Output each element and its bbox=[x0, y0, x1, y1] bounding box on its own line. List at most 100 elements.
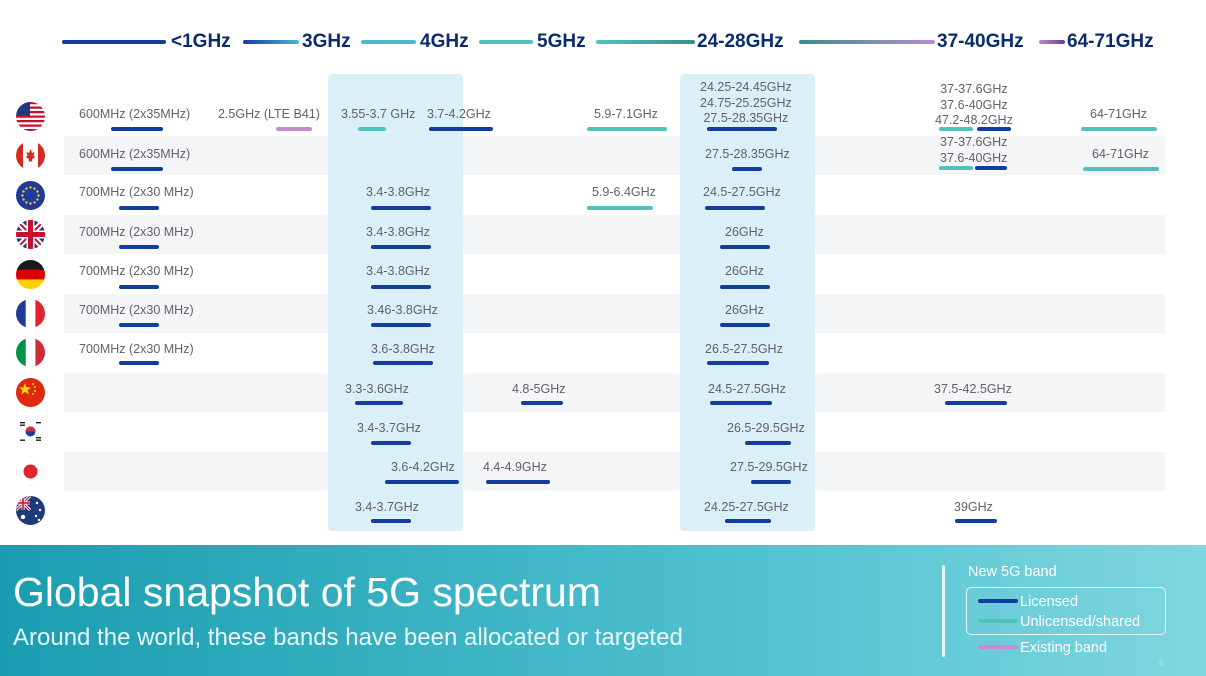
band-bar-licensed bbox=[119, 285, 159, 289]
band-label: 24.5-27.5GHz bbox=[708, 382, 786, 396]
band-bar-licensed bbox=[751, 480, 791, 484]
band-bar-licensed bbox=[371, 206, 431, 210]
band-label: 26.5-29.5GHz bbox=[727, 421, 805, 435]
band-label: 3.4-3.7GHz bbox=[355, 500, 419, 514]
legend-new-band-box bbox=[966, 587, 1166, 635]
band-bar-licensed bbox=[371, 519, 411, 523]
page-number: 6 bbox=[1158, 658, 1164, 668]
legend-unlicensed-label: Unlicensed/shared bbox=[1020, 614, 1141, 630]
band-label: 26GHz bbox=[725, 303, 764, 317]
band-bar-licensed bbox=[945, 401, 1007, 405]
legend-existing-swatch bbox=[978, 645, 1018, 649]
band-bar-licensed bbox=[521, 401, 563, 405]
band-label: 700MHz (2x30 MHz) bbox=[79, 264, 194, 278]
band-bar-licensed bbox=[119, 361, 159, 365]
band-label: 3.4-3.8GHz bbox=[366, 185, 430, 199]
band-bar-unlicensed bbox=[1083, 167, 1159, 171]
band-bar-licensed bbox=[373, 361, 433, 365]
band-label: 3.6-4.2GHz bbox=[391, 460, 455, 474]
page-subtitle: Around the world, these bands have been … bbox=[13, 624, 683, 651]
germany-flag bbox=[16, 259, 45, 289]
band-label: 3.4-3.8GHz bbox=[366, 264, 430, 278]
band-label: 700MHz (2x30 MHz) bbox=[79, 185, 194, 199]
band-label: 3.7-4.2GHz bbox=[427, 107, 491, 121]
band-label: 3.55-3.7 GHz bbox=[341, 107, 416, 121]
page-title: Global snapshot of 5G spectrum bbox=[13, 569, 601, 615]
band-bar-licensed bbox=[725, 519, 771, 523]
band-bar-licensed bbox=[705, 206, 765, 210]
band-label: 26GHz bbox=[725, 264, 764, 278]
scale-label-24-28ghz: 24-28GHz bbox=[697, 31, 784, 52]
band-bar-licensed bbox=[707, 361, 769, 365]
scale-label-37-40ghz: 37-40GHz bbox=[937, 31, 1024, 52]
band-label: 700MHz (2x30 MHz) bbox=[79, 303, 194, 317]
legend-divider bbox=[942, 565, 945, 657]
band-label: 700MHz (2x30 MHz) bbox=[79, 342, 194, 356]
scale-line-segment bbox=[1039, 40, 1065, 44]
uk-flag bbox=[16, 220, 45, 250]
scale-label-sub1ghz: <1GHz bbox=[171, 31, 231, 52]
france-flag bbox=[16, 299, 45, 328]
row-background bbox=[64, 215, 1165, 255]
band-bar-licensed bbox=[371, 441, 411, 445]
band-label: 26GHz bbox=[725, 225, 764, 239]
highlight-column-24-28ghz bbox=[680, 74, 815, 531]
scale-line-segment bbox=[596, 40, 695, 44]
australia-flag bbox=[16, 496, 45, 525]
legend-existing-label: Existing band bbox=[1020, 640, 1108, 656]
band-bar-licensed bbox=[385, 480, 459, 484]
china-flag bbox=[16, 377, 45, 407]
band-bar-licensed bbox=[977, 127, 1011, 131]
legend-licensed-swatch bbox=[978, 599, 1018, 603]
scale-line-segment bbox=[243, 40, 299, 44]
band-label: 64-71GHz bbox=[1092, 147, 1149, 161]
eu-flag bbox=[16, 180, 45, 210]
band-label: 26.5-27.5GHz bbox=[705, 342, 783, 356]
band-bar-licensed bbox=[975, 166, 1007, 170]
band-label: 4.8-5GHz bbox=[512, 382, 566, 396]
band-label: 600MHz (2x35MHz) bbox=[79, 147, 191, 161]
band-bar-licensed bbox=[119, 206, 159, 210]
band-bar-licensed bbox=[119, 323, 159, 327]
band-bar-licensed bbox=[745, 441, 791, 445]
japan-flag bbox=[16, 456, 45, 486]
scale-label-5ghz: 5GHz bbox=[537, 31, 586, 52]
band-bar-unlicensed bbox=[587, 127, 667, 131]
canada-flag bbox=[16, 141, 45, 171]
band-bar-unlicensed bbox=[939, 127, 973, 131]
scale-label-64-71ghz: 64-71GHz bbox=[1067, 31, 1154, 52]
scale-line-segment bbox=[361, 40, 416, 44]
band-label: 2.5GHz (LTE B41) bbox=[218, 107, 320, 121]
band-label: 64-71GHz bbox=[1090, 107, 1147, 121]
band-bar-unlicensed bbox=[587, 206, 653, 210]
band-label: 700MHz (2x30 MHz) bbox=[79, 225, 194, 239]
spectrum-table: 600MHz (2x35MHz) 2.5GHz (LTE B41) 3.55-3.7… bbox=[0, 70, 1206, 540]
band-label: 37.5-42.5GHz bbox=[934, 382, 1012, 396]
band-label: 37-37.6GHz 37.6-40GHz bbox=[940, 135, 1008, 165]
italy-flag bbox=[16, 338, 45, 368]
row-background bbox=[64, 451, 1165, 491]
band-bar-licensed bbox=[732, 167, 762, 171]
band-bar-existing bbox=[276, 127, 312, 131]
scale-line-segment bbox=[62, 40, 166, 44]
band-bar-unlicensed bbox=[358, 127, 386, 131]
band-bar-unlicensed bbox=[1081, 127, 1157, 131]
band-label: 3.46-3.8GHz bbox=[367, 303, 438, 317]
band-label: 24.25-27.5GHz bbox=[704, 500, 789, 514]
band-label: 27.5-29.5GHz bbox=[730, 460, 808, 474]
band-bar-licensed bbox=[111, 167, 163, 171]
band-label: 37-37.6GHz 37.6-40GHz 47.2-48.2GHz bbox=[935, 82, 1013, 127]
scale-label-4ghz: 4GHz bbox=[420, 31, 469, 52]
frequency-scale-header: <1GHz 3GHz 4GHz 5GHz 24-28GHz 37-40GHz 6… bbox=[0, 0, 1206, 70]
band-label: 27.5-28.35GHz bbox=[705, 147, 790, 161]
south-korea-flag bbox=[16, 417, 45, 447]
band-bar-licensed bbox=[111, 127, 163, 131]
band-label: 3.4-3.8GHz bbox=[366, 225, 430, 239]
band-bar-licensed bbox=[707, 127, 777, 131]
highlight-column-3-4ghz bbox=[328, 74, 463, 531]
legend-licensed-label: Licensed bbox=[1020, 594, 1079, 610]
band-label: 39GHz bbox=[954, 500, 993, 514]
band-label: 3.6-3.8GHz bbox=[371, 342, 435, 356]
band-bar-licensed bbox=[720, 323, 770, 327]
us-flag bbox=[16, 102, 45, 131]
